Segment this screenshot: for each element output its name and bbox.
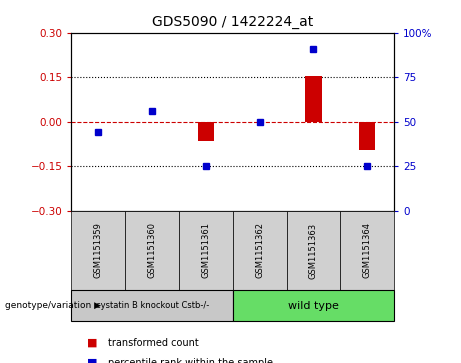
Text: genotype/variation ▶: genotype/variation ▶ xyxy=(5,301,100,310)
Bar xyxy=(198,122,214,141)
Bar xyxy=(359,122,375,150)
Text: GSM1151361: GSM1151361 xyxy=(201,223,210,278)
Text: GSM1151364: GSM1151364 xyxy=(363,223,372,278)
Text: cystatin B knockout Cstb-/-: cystatin B knockout Cstb-/- xyxy=(95,301,209,310)
Text: GSM1151362: GSM1151362 xyxy=(255,223,264,278)
Text: ■: ■ xyxy=(87,338,97,348)
Text: transformed count: transformed count xyxy=(108,338,199,348)
Text: ■: ■ xyxy=(87,358,97,363)
Text: percentile rank within the sample: percentile rank within the sample xyxy=(108,358,273,363)
Text: GSM1151363: GSM1151363 xyxy=(309,223,318,278)
Text: GSM1151360: GSM1151360 xyxy=(148,223,157,278)
Text: GSM1151359: GSM1151359 xyxy=(94,223,103,278)
Title: GDS5090 / 1422224_at: GDS5090 / 1422224_at xyxy=(152,15,313,29)
Bar xyxy=(305,76,321,122)
Text: wild type: wild type xyxy=(288,301,339,311)
